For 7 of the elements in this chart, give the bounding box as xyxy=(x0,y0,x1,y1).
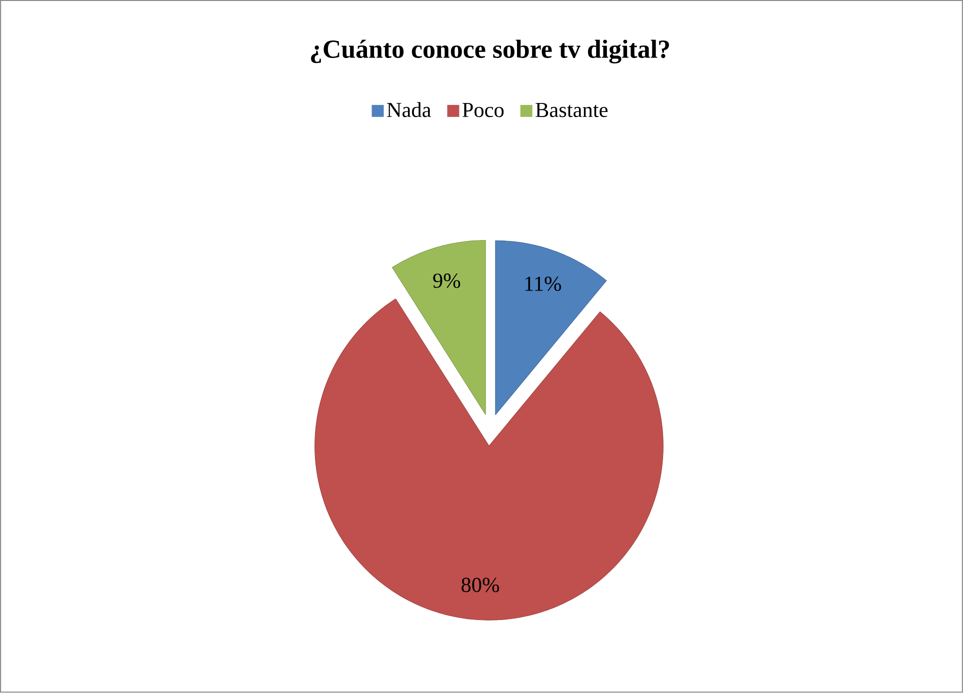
legend-label: Poco xyxy=(462,103,504,118)
data-label: 11% xyxy=(525,276,562,292)
legend-label: Nada xyxy=(387,102,431,118)
chart-title: ¿Cuánto conoce sobre tv digital? xyxy=(311,40,669,64)
data-label: 9% xyxy=(433,274,460,288)
legend-label: Bastante xyxy=(536,103,608,118)
data-label: 80% xyxy=(462,578,500,592)
